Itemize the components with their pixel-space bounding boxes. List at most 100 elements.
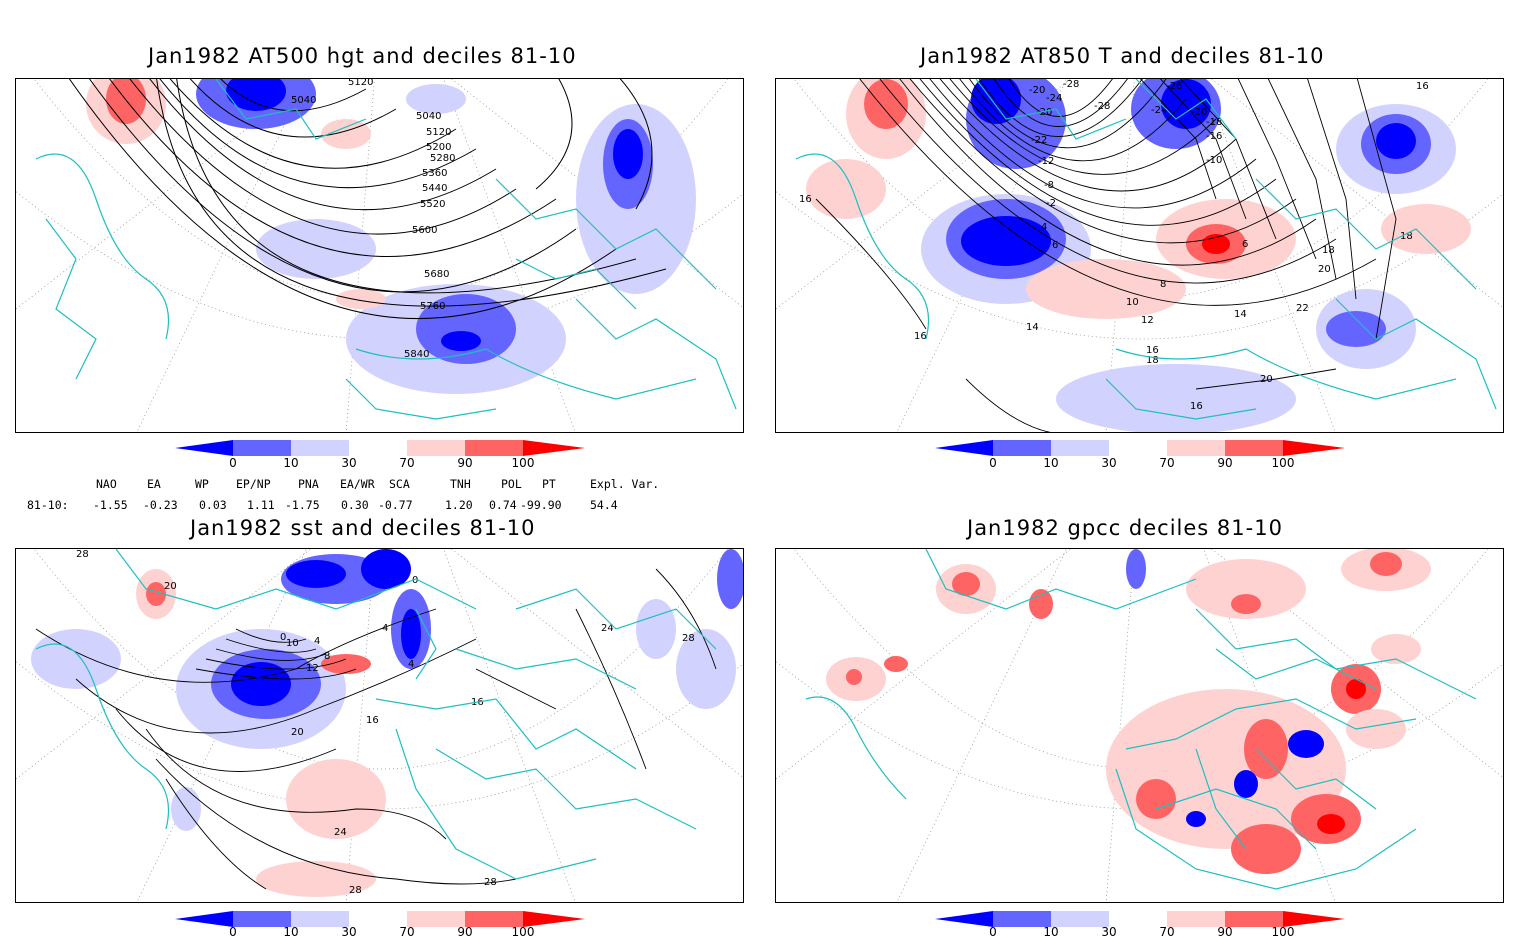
index-header: PNA bbox=[298, 477, 319, 491]
colorbar-t850: 0 10 30 70 90 100 bbox=[935, 440, 1345, 476]
contour-label: 22 bbox=[1296, 303, 1309, 314]
cb-tick: 100 bbox=[1271, 925, 1295, 939]
contour-label: -28 bbox=[1094, 101, 1110, 112]
cb-swatch bbox=[291, 911, 349, 927]
cb-tick: 0 bbox=[989, 456, 997, 470]
cb-swatch bbox=[465, 440, 523, 456]
contour-label: 28 bbox=[349, 885, 362, 896]
cb-swatch bbox=[1167, 440, 1225, 456]
index-header: WP bbox=[195, 477, 209, 491]
contour-label: -16 bbox=[1206, 131, 1222, 142]
index-header: EP/NP bbox=[236, 477, 271, 491]
index-value: 0.74 bbox=[489, 498, 517, 512]
cb-swatch bbox=[465, 911, 523, 927]
cb-tick: 90 bbox=[457, 925, 473, 939]
cb-tick: 70 bbox=[399, 925, 415, 939]
contour-label: -10 bbox=[1206, 155, 1222, 166]
contour-label: -22 bbox=[1031, 135, 1047, 146]
contour-label: 0 bbox=[280, 632, 286, 643]
contour-label: 20 bbox=[1260, 374, 1273, 385]
map-sst: 20 0 10 4 4 8 12 16 20 24 28 28 28 24 16… bbox=[15, 548, 744, 903]
cb-tick: 10 bbox=[283, 925, 299, 939]
index-header: NAO bbox=[96, 477, 117, 491]
contour-label: -26 bbox=[1166, 81, 1182, 92]
index-value: 54.4 bbox=[590, 498, 618, 512]
cb-swatch bbox=[1283, 440, 1345, 456]
contour-label: -20 bbox=[1036, 107, 1052, 118]
contour-label: 12 bbox=[306, 663, 319, 674]
contour-label: 4 bbox=[382, 623, 388, 634]
cb-swatch bbox=[1225, 911, 1283, 927]
index-header: POL bbox=[501, 477, 522, 491]
cb-tick: 10 bbox=[1043, 925, 1059, 939]
contour-label: 16 bbox=[1146, 345, 1159, 356]
index-header: EA/WR bbox=[340, 477, 375, 491]
index-value: -1.75 bbox=[285, 498, 320, 512]
contour-label: -12 bbox=[1038, 156, 1054, 167]
contour-label: 4 bbox=[1041, 222, 1047, 233]
panel-title-gpcc: Jan1982 gpcc deciles 81-10 bbox=[967, 516, 1283, 540]
cb-swatch bbox=[291, 440, 349, 456]
contour-label: 20 bbox=[1318, 264, 1331, 275]
cb-swatch bbox=[1283, 911, 1345, 927]
contour-label: 5600 bbox=[412, 225, 437, 236]
index-value: -0.23 bbox=[143, 498, 178, 512]
index-value: -99.90 bbox=[520, 498, 562, 512]
cb-swatch bbox=[1109, 440, 1167, 456]
map-hgt500: 5120 5040 5040 5120 5200 5280 5360 5440 … bbox=[15, 78, 744, 433]
cb-tick: 100 bbox=[511, 925, 535, 939]
contour-label: 5360 bbox=[422, 168, 447, 179]
cb-tick: 10 bbox=[1043, 456, 1059, 470]
contour-label: 5440 bbox=[422, 183, 447, 194]
contour-label: 16 bbox=[914, 331, 927, 342]
contour-label: 4 bbox=[408, 659, 414, 670]
cb-tick: 100 bbox=[511, 456, 535, 470]
index-value: 0.30 bbox=[341, 498, 369, 512]
contour-label: 18 bbox=[1322, 245, 1335, 256]
contour-label: 24 bbox=[334, 827, 347, 838]
contour-label: 5840 bbox=[404, 349, 429, 360]
index-value: -0.77 bbox=[378, 498, 413, 512]
cb-swatch bbox=[349, 440, 407, 456]
cb-swatch bbox=[935, 911, 993, 927]
cb-swatch bbox=[1109, 911, 1167, 927]
contour-label: 14 bbox=[1026, 322, 1039, 333]
cb-swatch bbox=[175, 440, 233, 456]
cb-swatch bbox=[993, 911, 1051, 927]
contour-label: 10 bbox=[286, 638, 299, 649]
cb-swatch bbox=[1051, 440, 1109, 456]
contour-label: 5680 bbox=[424, 269, 449, 280]
contour-label: 20 bbox=[164, 581, 177, 592]
contour-label: 6 bbox=[1052, 240, 1058, 251]
contour-label: 6 bbox=[1242, 239, 1248, 250]
cb-swatch bbox=[523, 440, 585, 456]
contour-label: 5040 bbox=[291, 95, 316, 106]
index-header: EA bbox=[147, 477, 161, 491]
index-value: 1.20 bbox=[445, 498, 473, 512]
cb-tick: 30 bbox=[341, 456, 357, 470]
cb-tick: 0 bbox=[229, 925, 237, 939]
panel-title-sst: Jan1982 sst and deciles 81-10 bbox=[190, 516, 536, 540]
contour-label: 18 bbox=[1400, 231, 1413, 242]
cb-tick: 0 bbox=[229, 456, 237, 470]
contour-label: 24 bbox=[601, 623, 614, 634]
cb-swatch bbox=[233, 911, 291, 927]
contour-label: 5040 bbox=[416, 111, 441, 122]
contour-label: -8 bbox=[1044, 180, 1054, 191]
contour-label: 18 bbox=[1146, 355, 1159, 366]
cb-swatch bbox=[175, 911, 233, 927]
contour-label: 8 bbox=[1160, 279, 1166, 290]
cb-swatch bbox=[1167, 911, 1225, 927]
contour-label: 5120 bbox=[348, 79, 373, 88]
cb-tick: 10 bbox=[283, 456, 299, 470]
contour-label: 12 bbox=[1141, 315, 1154, 326]
index-row-label: 81-10: bbox=[27, 498, 69, 512]
panel-title-hgt500: Jan1982 AT500 hgt and deciles 81-10 bbox=[148, 44, 577, 68]
cb-tick: 30 bbox=[1101, 456, 1117, 470]
cb-tick: 0 bbox=[989, 925, 997, 939]
contour-label: -24 bbox=[1046, 93, 1062, 104]
map-t850: -28 -20 -24 -26 -28 -20 -24 -20 -18 -16 … bbox=[775, 78, 1504, 433]
map-gpcc bbox=[775, 548, 1504, 903]
cb-swatch bbox=[407, 440, 465, 456]
contour-label: -28 bbox=[1063, 79, 1079, 90]
